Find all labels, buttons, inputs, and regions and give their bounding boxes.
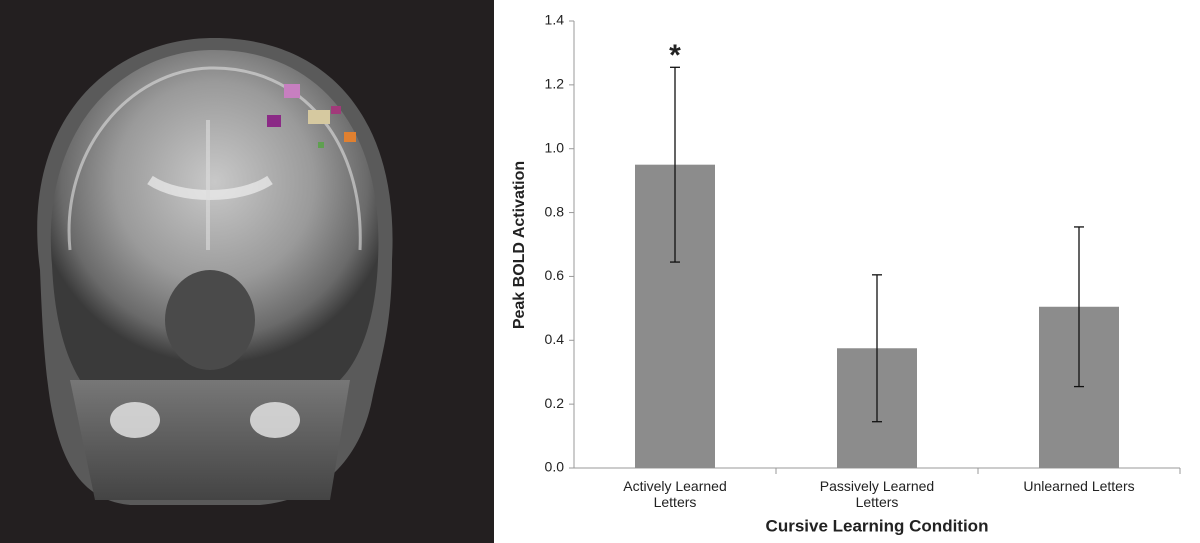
y-tick-label: 0.6 [545, 267, 565, 283]
x-tick-label: Passively Learned Letters [819, 478, 935, 510]
y-tick-label: 0.0 [545, 459, 565, 475]
y-axis-title: Peak BOLD Activation [511, 161, 528, 329]
y-tick-label: 0.2 [545, 395, 565, 411]
x-tick-label: Unlearned Letters [1023, 478, 1135, 494]
y-tick-label: 0.8 [545, 203, 565, 219]
annotation: * [669, 39, 681, 72]
y-tick-label: 0.4 [545, 331, 565, 347]
x-axis-title: Cursive Learning Condition [766, 516, 989, 535]
y-tick-label: 1.2 [545, 76, 565, 92]
x-tick-label: Actively Learned Letters [623, 478, 727, 510]
y-tick-label: 1.0 [545, 139, 565, 155]
y-tick-label: 1.4 [545, 12, 565, 28]
mri-image [0, 0, 494, 543]
